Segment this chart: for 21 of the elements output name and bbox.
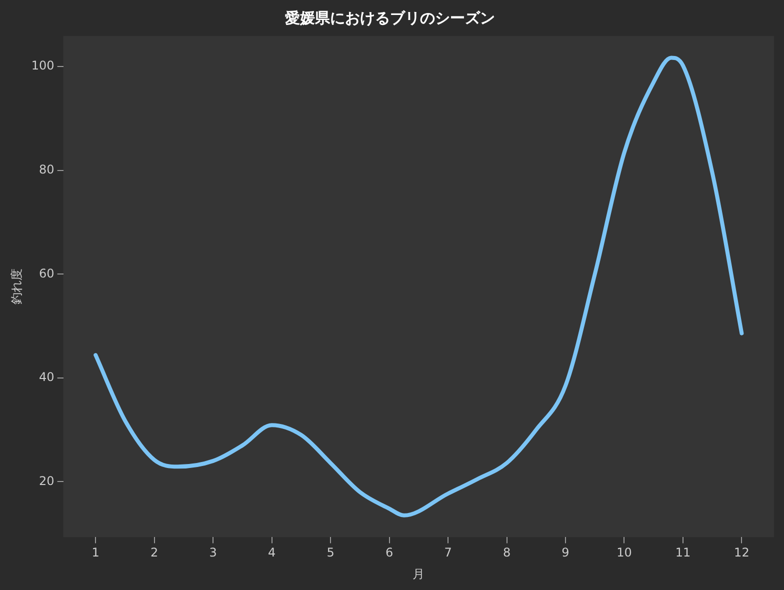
y-tick-label: 80 [39,162,54,177]
y-tick-label: 40 [39,370,54,384]
x-tick-label: 5 [326,546,334,560]
x-tick-label: 8 [502,546,511,560]
x-tick-label: 9 [562,546,570,560]
x-tick-label: 7 [444,546,452,560]
chart-title: 愛媛県におけるブリのシーズン [285,8,495,27]
x-tick-label: 11 [675,546,691,560]
x-tick-label: 6 [385,546,394,560]
x-tick-label: 2 [150,546,158,560]
x-axis-title: 月 [412,566,425,581]
y-tick-label: 20 [39,474,54,488]
y-axis-title: 釣れ度 [9,268,24,305]
x-tick-label: 1 [92,546,100,560]
x-tick-label: 3 [209,546,217,560]
y-tick-label: 100 [31,58,54,73]
x-tick-label: 4 [268,546,276,560]
x-tick-label: 12 [734,546,750,560]
x-tick-label: 10 [616,546,632,560]
y-tick-label: 60 [39,266,54,280]
line-series [94,56,744,518]
